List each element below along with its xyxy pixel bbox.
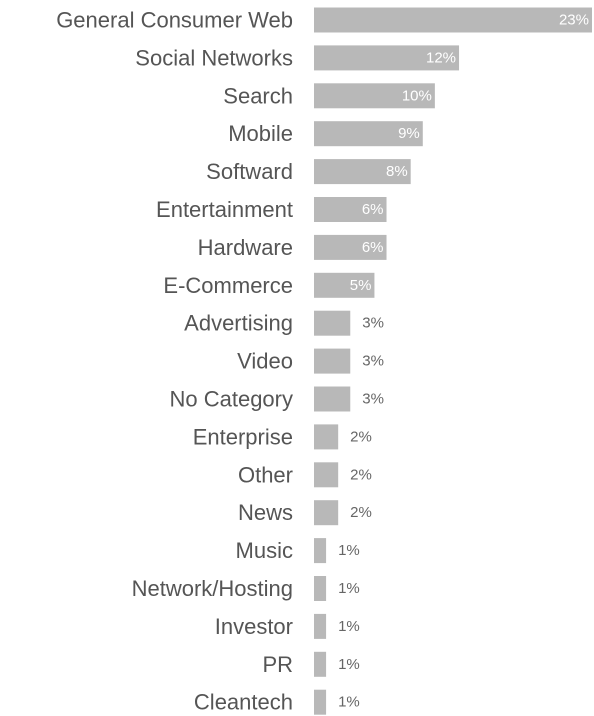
value-label-music: 1%	[338, 542, 360, 559]
category-label-entertainment: Entertainment	[156, 197, 293, 222]
bar-no-category	[314, 387, 350, 412]
value-label-general-consumer-web: 23%	[559, 12, 589, 29]
category-label-no-category: No Category	[169, 387, 293, 412]
value-label-social-networks: 12%	[426, 49, 456, 66]
bar-enterprise	[314, 424, 338, 449]
bar-investor	[314, 614, 326, 639]
bar-cleantech	[314, 690, 326, 715]
value-label-e-commerce: 5%	[350, 277, 372, 294]
category-label-advertising: Advertising	[184, 311, 293, 336]
category-label-other: Other	[238, 462, 293, 487]
value-labels: 23% 12% 10% 9% 8% 6% 6% 5% 3% 3% 3% 2% 2% 2% 1% 1% 1% 1% 1…	[338, 12, 589, 711]
category-label-enterprise: Enterprise	[193, 424, 293, 449]
value-label-advertising: 3%	[362, 315, 384, 332]
category-label-network-hosting: Network/Hosting	[132, 576, 293, 601]
value-label-cleantech: 1%	[338, 694, 360, 711]
bar-news	[314, 500, 338, 525]
bar-general-consumer-web	[314, 8, 592, 33]
category-label-softward: Softward	[206, 159, 293, 184]
category-labels: General Consumer Web Social Networks Searc…	[56, 8, 293, 715]
category-label-hardware: Hardware	[198, 235, 293, 260]
value-label-investor: 1%	[338, 618, 360, 635]
bar-advertising	[314, 311, 350, 336]
value-label-mobile: 9%	[398, 125, 420, 142]
category-label-general-consumer-web: General Consumer Web	[56, 8, 293, 33]
value-label-enterprise: 2%	[350, 428, 372, 445]
category-label-pr: PR	[262, 652, 293, 677]
bar-pr	[314, 652, 326, 677]
category-label-e-commerce: E-Commerce	[163, 273, 293, 298]
category-label-investor: Investor	[215, 614, 293, 639]
category-label-cleantech: Cleantech	[194, 690, 293, 715]
category-label-music: Music	[236, 538, 293, 563]
bar-music	[314, 538, 326, 563]
bars	[314, 8, 592, 715]
category-label-mobile: Mobile	[228, 121, 293, 146]
bar-other	[314, 462, 338, 487]
bar-network-hosting	[314, 576, 326, 601]
category-label-video: Video	[237, 349, 293, 374]
value-label-softward: 8%	[386, 163, 408, 180]
value-label-pr: 1%	[338, 656, 360, 673]
category-label-news: News	[238, 500, 293, 525]
value-label-network-hosting: 1%	[338, 580, 360, 597]
value-label-search: 10%	[402, 87, 432, 104]
value-label-video: 3%	[362, 353, 384, 370]
value-label-other: 2%	[350, 466, 372, 483]
category-label-search: Search	[223, 83, 293, 108]
bar-video	[314, 349, 350, 374]
value-label-entertainment: 6%	[362, 201, 384, 218]
value-label-no-category: 3%	[362, 391, 384, 408]
category-label-social-networks: Social Networks	[135, 45, 293, 70]
value-label-news: 2%	[350, 504, 372, 521]
value-label-hardware: 6%	[362, 239, 384, 256]
